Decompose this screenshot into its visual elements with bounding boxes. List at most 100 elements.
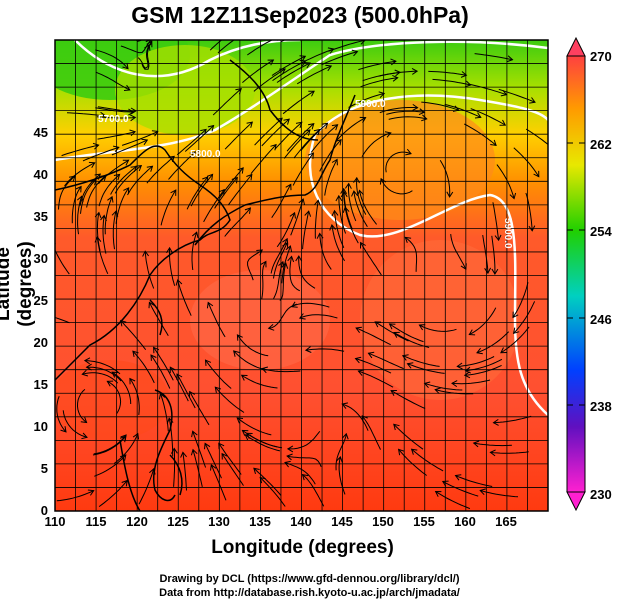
streamline-arrowhead: [351, 190, 358, 197]
streamline-arrowhead: [472, 440, 480, 448]
streamline-arrowhead: [295, 255, 303, 262]
streamline-arrowhead: [460, 263, 467, 270]
streamline-arrowhead: [489, 449, 496, 457]
colorbar-tick-label: 262: [590, 137, 612, 152]
streamline: [407, 363, 445, 374]
streamline: [129, 378, 140, 415]
streamline-arrowhead: [412, 103, 419, 111]
streamline: [233, 350, 267, 371]
streamline-arrowhead: [256, 249, 264, 256]
streamline: [324, 159, 338, 196]
streamline: [138, 468, 155, 505]
streamline: [273, 261, 284, 300]
streamline: [480, 490, 519, 498]
streamline-arrowhead: [149, 467, 156, 475]
streamline: [224, 207, 251, 237]
streamline: [319, 139, 342, 172]
streamline-arrowhead: [299, 55, 307, 62]
streamline: [242, 59, 274, 83]
streamline-arrowhead: [354, 356, 362, 364]
streamline-arrowhead: [75, 185, 82, 193]
streamline: [469, 307, 497, 336]
streamline-arrowhead: [384, 131, 392, 138]
streamline: [112, 210, 117, 250]
streamline-arrowhead: [367, 351, 375, 359]
streamline-arrowhead: [244, 207, 252, 214]
streamline: [271, 55, 306, 76]
streamline-arrowhead: [341, 402, 349, 409]
streamline: [82, 372, 119, 384]
streamline-arrowhead: [284, 460, 291, 468]
streamline-arrowhead: [218, 188, 225, 196]
streamline: [450, 234, 467, 270]
streamline: [270, 238, 288, 274]
streamline-arrowhead: [129, 129, 137, 137]
streamline-arrowhead: [468, 329, 476, 336]
streamline-arrowhead: [441, 480, 449, 487]
streamline-arrowhead: [325, 64, 333, 72]
streamline: [153, 347, 174, 381]
streamline-arrowhead: [119, 435, 127, 443]
streamline-arrowhead: [484, 267, 492, 275]
streamline: [77, 196, 83, 235]
y-tick-label: 40: [33, 167, 48, 182]
streamline-arrowhead: [393, 331, 400, 338]
streamline: [168, 151, 196, 180]
streamline: [273, 242, 288, 279]
y-axis-label: Latitude (degrees): [0, 241, 36, 327]
streamline: [169, 366, 189, 402]
coastlines: [55, 59, 356, 511]
streamline: [184, 125, 214, 152]
streamline: [490, 451, 529, 454]
streamline: [55, 248, 70, 275]
streamline-arrowhead: [100, 174, 107, 182]
streamline: [386, 110, 425, 115]
streamline-arrowhead: [490, 139, 497, 147]
streamline: [224, 121, 253, 150]
streamline-arrowhead: [304, 346, 312, 353]
streamline: [457, 356, 495, 367]
streamline: [110, 166, 137, 195]
streamline: [250, 144, 277, 175]
streamline-arrowhead: [210, 464, 217, 471]
streamline-arrowhead: [336, 455, 343, 463]
streamline: [525, 128, 548, 146]
x-tick-label: 135: [249, 514, 271, 529]
streamline-arrowhead: [492, 418, 499, 426]
streamline-arrowhead: [392, 74, 399, 82]
streamline: [262, 368, 301, 373]
streamline-arrowhead: [88, 161, 96, 168]
streamline-arrowhead: [90, 178, 97, 186]
streamline-arrowhead: [494, 234, 502, 242]
streamline: [355, 327, 391, 346]
streamline: [141, 41, 153, 70]
streamline: [79, 173, 101, 206]
streamline: [104, 196, 113, 235]
streamline: [98, 174, 120, 207]
streamline: [253, 467, 282, 496]
streamline-arrowhead: [145, 40, 152, 46]
streamline-arrowhead: [85, 363, 92, 371]
streamline: [319, 233, 332, 270]
streamline-arrowhead: [151, 130, 159, 137]
streamline: [361, 415, 381, 450]
streamline: [102, 215, 107, 254]
streamline-arrowhead: [423, 381, 431, 389]
streamline: [259, 477, 286, 507]
streamline: [421, 101, 459, 111]
streamline-arrowhead: [81, 369, 89, 377]
streamline: [292, 152, 314, 186]
x-tick-label: 110: [44, 514, 66, 529]
streamline-arrowhead: [390, 58, 397, 66]
streamline: [360, 242, 382, 276]
streamline: [300, 122, 328, 152]
streamline: [358, 60, 396, 71]
y-tick-label: 35: [33, 209, 48, 224]
streamline-arrowhead: [401, 354, 409, 361]
streamline-arrowhead: [357, 369, 365, 376]
streamline-arrowhead: [267, 59, 275, 66]
streamline: [444, 103, 482, 118]
streamline: [221, 453, 244, 486]
x-tick-label: 130: [208, 514, 230, 529]
